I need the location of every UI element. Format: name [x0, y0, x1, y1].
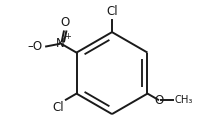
Text: Cl: Cl [106, 5, 118, 18]
Text: +: + [64, 32, 71, 41]
Text: O: O [61, 16, 70, 29]
Text: –O: –O [28, 40, 43, 53]
Text: O: O [155, 94, 164, 107]
Text: Cl: Cl [53, 101, 65, 114]
Text: N: N [56, 37, 65, 50]
Text: CH₃: CH₃ [175, 95, 193, 105]
